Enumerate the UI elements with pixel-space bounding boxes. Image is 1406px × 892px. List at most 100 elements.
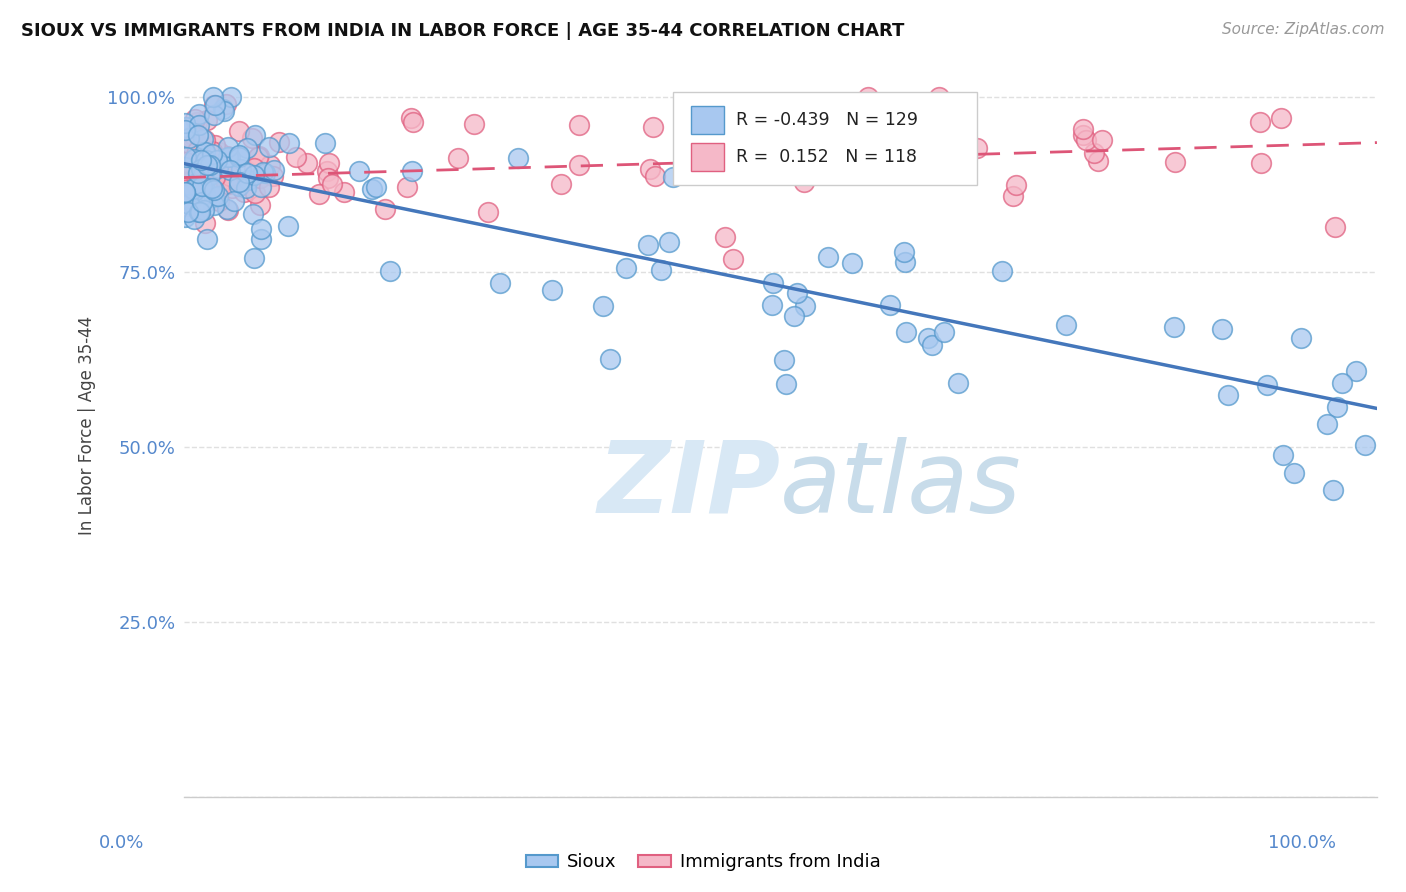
Point (1087, 154, 1109, 169)
Point (879, 298, 901, 312)
Text: atlas: atlas (780, 437, 1022, 533)
Point (658, 235, 681, 250)
Point (489, 276, 512, 290)
Point (177, 159, 200, 173)
Bar (690, 143, 724, 171)
Point (195, 180, 218, 194)
Point (218, 169, 240, 183)
Text: 100.0%: 100.0% (1268, 834, 1336, 852)
Point (966, 140, 988, 154)
Point (402, 115, 425, 129)
Point (204, 169, 226, 184)
Point (184, 112, 207, 126)
Point (508, 151, 530, 165)
Point (1163, 320, 1185, 334)
Point (541, 283, 564, 297)
Point (228, 179, 250, 194)
Point (568, 118, 591, 132)
Point (212, 160, 235, 174)
Point (318, 155, 340, 169)
Point (204, 108, 226, 122)
Point (183, 152, 205, 166)
Point (245, 128, 267, 142)
Point (193, 170, 215, 185)
Point (174, 116, 197, 130)
Point (228, 150, 250, 164)
Point (277, 219, 299, 233)
Point (191, 168, 214, 182)
Point (207, 161, 229, 175)
Point (308, 186, 330, 201)
Point (193, 179, 215, 194)
Point (1218, 388, 1240, 402)
Point (242, 161, 264, 175)
Point (186, 135, 208, 149)
Point (229, 162, 252, 177)
Point (190, 178, 212, 193)
Point (176, 155, 198, 169)
Point (643, 120, 665, 134)
Point (1083, 145, 1105, 160)
Point (894, 255, 917, 269)
Point (194, 145, 217, 160)
Point (1073, 122, 1095, 136)
Point (243, 252, 266, 266)
Point (838, 138, 860, 153)
Point (194, 187, 217, 202)
Point (186, 151, 208, 165)
Point (217, 140, 239, 154)
Point (183, 184, 205, 198)
Point (174, 120, 197, 134)
Point (198, 158, 221, 172)
Point (202, 90, 225, 104)
Text: R = -0.439   N = 129: R = -0.439 N = 129 (737, 111, 918, 128)
Point (190, 153, 212, 167)
Point (893, 244, 915, 259)
Point (463, 117, 485, 131)
Legend: Sioux, Immigrants from India: Sioux, Immigrants from India (519, 847, 887, 879)
Point (817, 250, 839, 264)
Point (194, 133, 217, 147)
Point (207, 188, 229, 202)
Point (477, 204, 499, 219)
Point (219, 90, 242, 104)
Point (245, 186, 267, 200)
Y-axis label: In Labor Force | Age 35-44: In Labor Force | Age 35-44 (79, 317, 96, 535)
Point (250, 180, 273, 194)
Point (183, 150, 205, 164)
Point (190, 200, 212, 214)
Point (174, 193, 197, 207)
Point (314, 136, 336, 150)
Point (1076, 133, 1098, 147)
Text: 0.0%: 0.0% (98, 834, 143, 852)
Point (614, 260, 637, 275)
Text: ZIP: ZIP (598, 437, 780, 533)
Point (174, 185, 197, 199)
Point (1004, 178, 1026, 192)
Point (183, 211, 205, 226)
Point (263, 162, 285, 177)
Point (249, 198, 271, 212)
Point (242, 207, 264, 221)
Point (228, 124, 250, 138)
Point (321, 177, 343, 191)
Text: Source: ZipAtlas.com: Source: ZipAtlas.com (1222, 22, 1385, 37)
Point (212, 103, 235, 118)
Point (181, 128, 204, 143)
Point (793, 175, 815, 189)
Point (177, 196, 200, 211)
Point (921, 338, 943, 352)
Point (1282, 466, 1305, 480)
Point (259, 179, 281, 194)
Text: SIOUX VS IMMIGRANTS FROM INDIA IN LABOR FORCE | AGE 35-44 CORRELATION CHART: SIOUX VS IMMIGRANTS FROM INDIA IN LABOR … (21, 22, 904, 40)
Point (786, 153, 808, 168)
Point (917, 331, 939, 345)
Point (200, 168, 222, 182)
Point (238, 173, 260, 187)
Point (364, 179, 387, 194)
Point (782, 310, 804, 324)
Point (174, 150, 197, 164)
Point (188, 118, 211, 132)
Point (183, 166, 205, 180)
Point (186, 128, 208, 143)
